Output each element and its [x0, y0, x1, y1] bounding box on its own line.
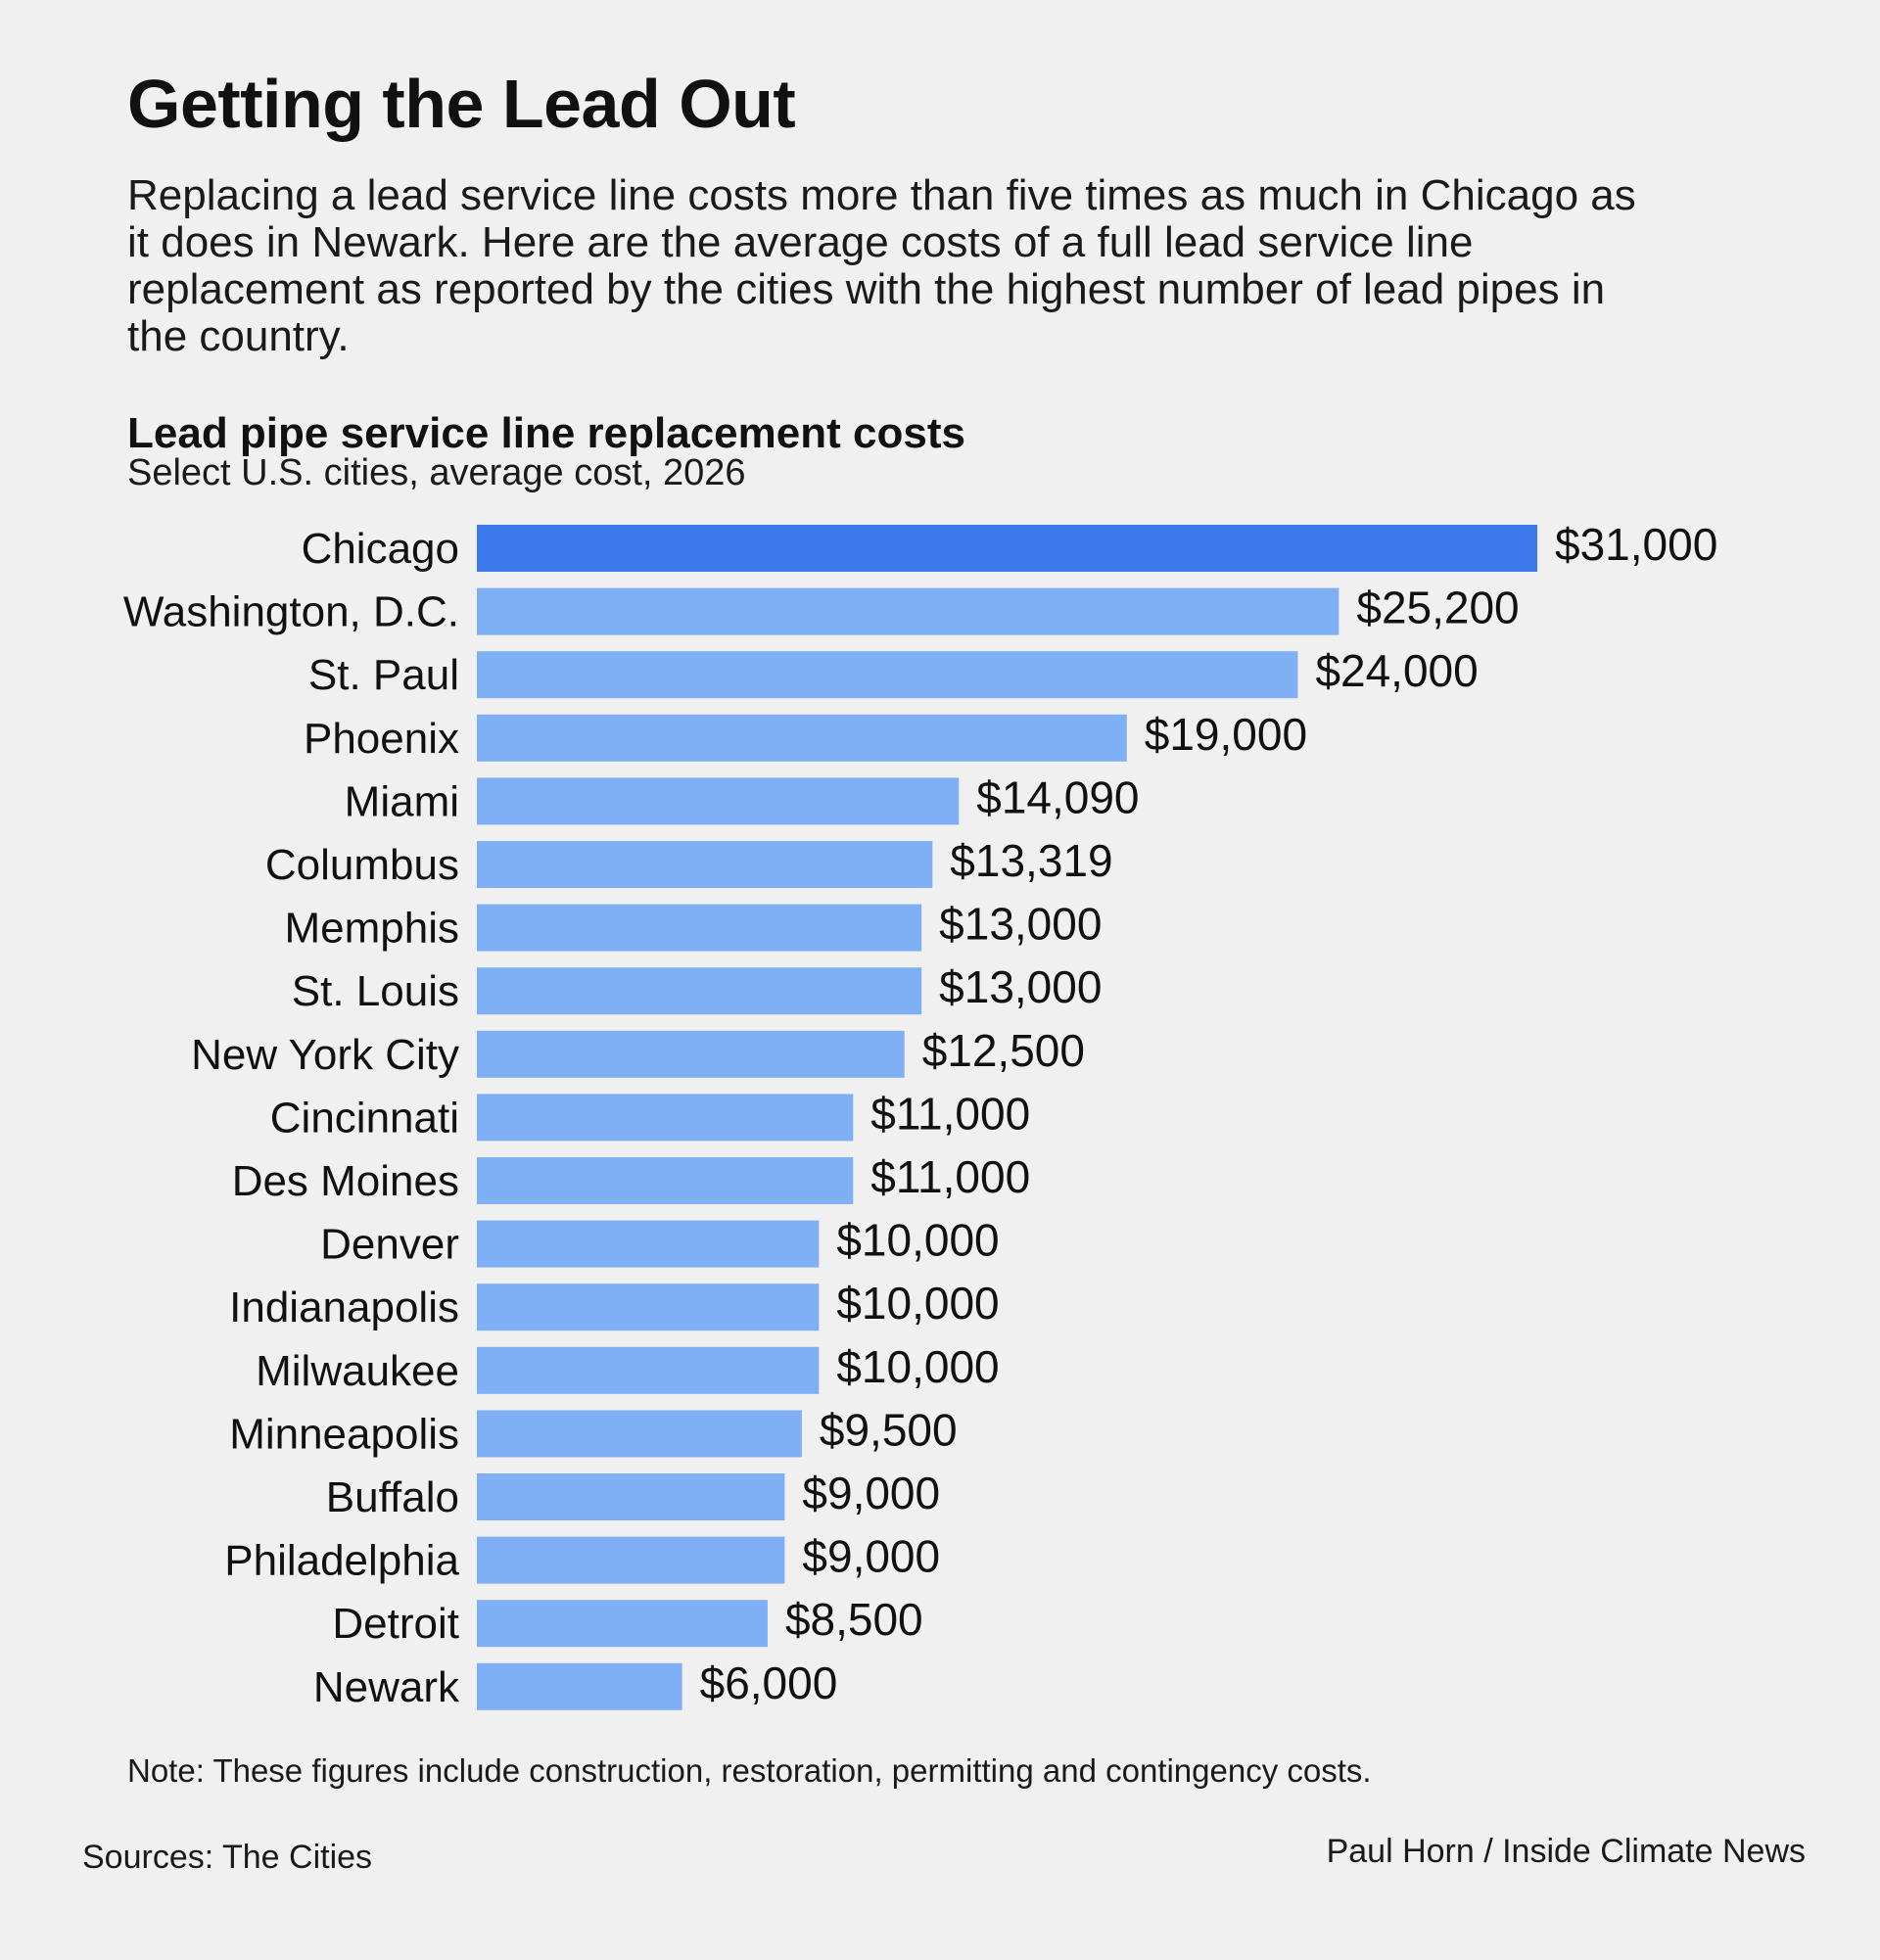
bar-row: New York City $12,500 [191, 1025, 1085, 1079]
bar [477, 1410, 802, 1458]
bar-row: Indianapolis $10,000 [229, 1278, 999, 1331]
bar [477, 1283, 820, 1331]
bar-row: Memphis $13,000 [285, 899, 1103, 953]
value-label: $10,000 [836, 1278, 999, 1329]
bar [477, 1473, 785, 1520]
value-label: $11,000 [870, 1151, 1030, 1202]
value-label: $6,000 [700, 1657, 838, 1708]
bar [477, 904, 922, 952]
value-label: $9,500 [820, 1404, 958, 1455]
chart-headline: Getting the Lead Out [127, 66, 796, 142]
bar [477, 1030, 905, 1078]
bar-row: Denver $10,000 [320, 1215, 999, 1269]
bar [477, 587, 1340, 635]
value-label: $12,500 [922, 1025, 1085, 1076]
bar [477, 525, 1537, 572]
value-label: $19,000 [1145, 709, 1307, 760]
category-label: Minneapolis [229, 1410, 459, 1458]
category-label: New York City [191, 1031, 459, 1079]
chart-note: Note: These figures include construction… [127, 1752, 1372, 1789]
category-label: Phoenix [304, 715, 459, 763]
bar [477, 777, 960, 825]
category-label: Chicago [302, 525, 459, 573]
value-label: $11,000 [870, 1088, 1030, 1139]
category-label: Washington, D.C. [123, 588, 459, 636]
value-label: $9,000 [802, 1468, 940, 1518]
value-label: $25,200 [1356, 583, 1519, 633]
bar [477, 1220, 820, 1268]
bar [477, 1536, 785, 1584]
category-label: Philadelphia [224, 1537, 459, 1585]
bar-row: Milwaukee $10,000 [256, 1341, 1000, 1395]
bar-chart: Chicago $31,000 Washington, D.C. $25,200 St.… [123, 519, 1717, 1711]
value-label: $9,000 [802, 1531, 940, 1582]
value-label: $10,000 [836, 1341, 999, 1392]
chart-title: Lead pipe service line replacement costs [127, 409, 965, 457]
value-label: $31,000 [1555, 519, 1717, 570]
bar-row: Phoenix $19,000 [304, 709, 1307, 763]
category-label: Detroit [332, 1600, 459, 1648]
category-label: Newark [313, 1663, 460, 1711]
bar [477, 967, 922, 1015]
bar-row: Chicago $31,000 [302, 519, 1718, 573]
source-credit: Sources: The Cities [82, 1839, 373, 1876]
value-label: $13,319 [950, 835, 1112, 886]
bar [477, 1662, 682, 1710]
bar-row: St. Louis $13,000 [292, 961, 1103, 1015]
bar-row: Minneapolis $9,500 [229, 1404, 957, 1458]
category-label: Des Moines [232, 1157, 459, 1205]
bar-row: Buffalo $9,000 [326, 1468, 940, 1521]
bar [477, 841, 933, 888]
category-label: St. Louis [292, 967, 459, 1015]
category-label: Indianapolis [229, 1283, 459, 1331]
value-label: $24,000 [1315, 645, 1478, 696]
category-label: Memphis [285, 905, 460, 953]
bars-layer: Chicago $31,000 Washington, D.C. $25,200 St.… [123, 519, 1717, 1711]
bar-row: Des Moines $11,000 [232, 1151, 1030, 1205]
category-label: Milwaukee [256, 1347, 459, 1395]
bar-row: St. Paul $24,000 [308, 645, 1479, 699]
category-label: Columbus [265, 841, 459, 889]
bar-row: Newark $6,000 [313, 1657, 837, 1711]
category-label: Buffalo [326, 1473, 459, 1521]
category-label: Denver [320, 1221, 459, 1269]
bar [477, 1094, 854, 1142]
bar-row: Philadelphia $9,000 [224, 1531, 940, 1585]
bar [477, 1600, 768, 1648]
author-credit: Paul Horn / Inside Climate News [1326, 1833, 1806, 1870]
category-label: Cincinnati [270, 1094, 459, 1142]
bar-row: Washington, D.C. $25,200 [123, 583, 1520, 636]
category-label: Miami [345, 777, 459, 825]
chart-description: Replacing a lead service line costs more… [127, 171, 1636, 360]
bar [477, 1346, 820, 1394]
value-label: $8,500 [785, 1594, 923, 1645]
value-label: $13,000 [939, 961, 1102, 1012]
value-label: $14,090 [976, 771, 1139, 822]
value-label: $10,000 [836, 1215, 999, 1266]
bar-row: Miami $14,090 [345, 771, 1140, 825]
category-label: St. Paul [308, 651, 459, 699]
bar-row: Detroit $8,500 [332, 1594, 922, 1648]
chart-subtitle: Select U.S. cities, average cost, 2026 [127, 452, 746, 493]
bar-row: Cincinnati $11,000 [270, 1088, 1030, 1142]
bar [477, 714, 1127, 762]
bar [477, 651, 1298, 699]
bar [477, 1157, 854, 1204]
bar-row: Columbus $13,319 [265, 835, 1113, 889]
value-label: $13,000 [939, 899, 1102, 950]
